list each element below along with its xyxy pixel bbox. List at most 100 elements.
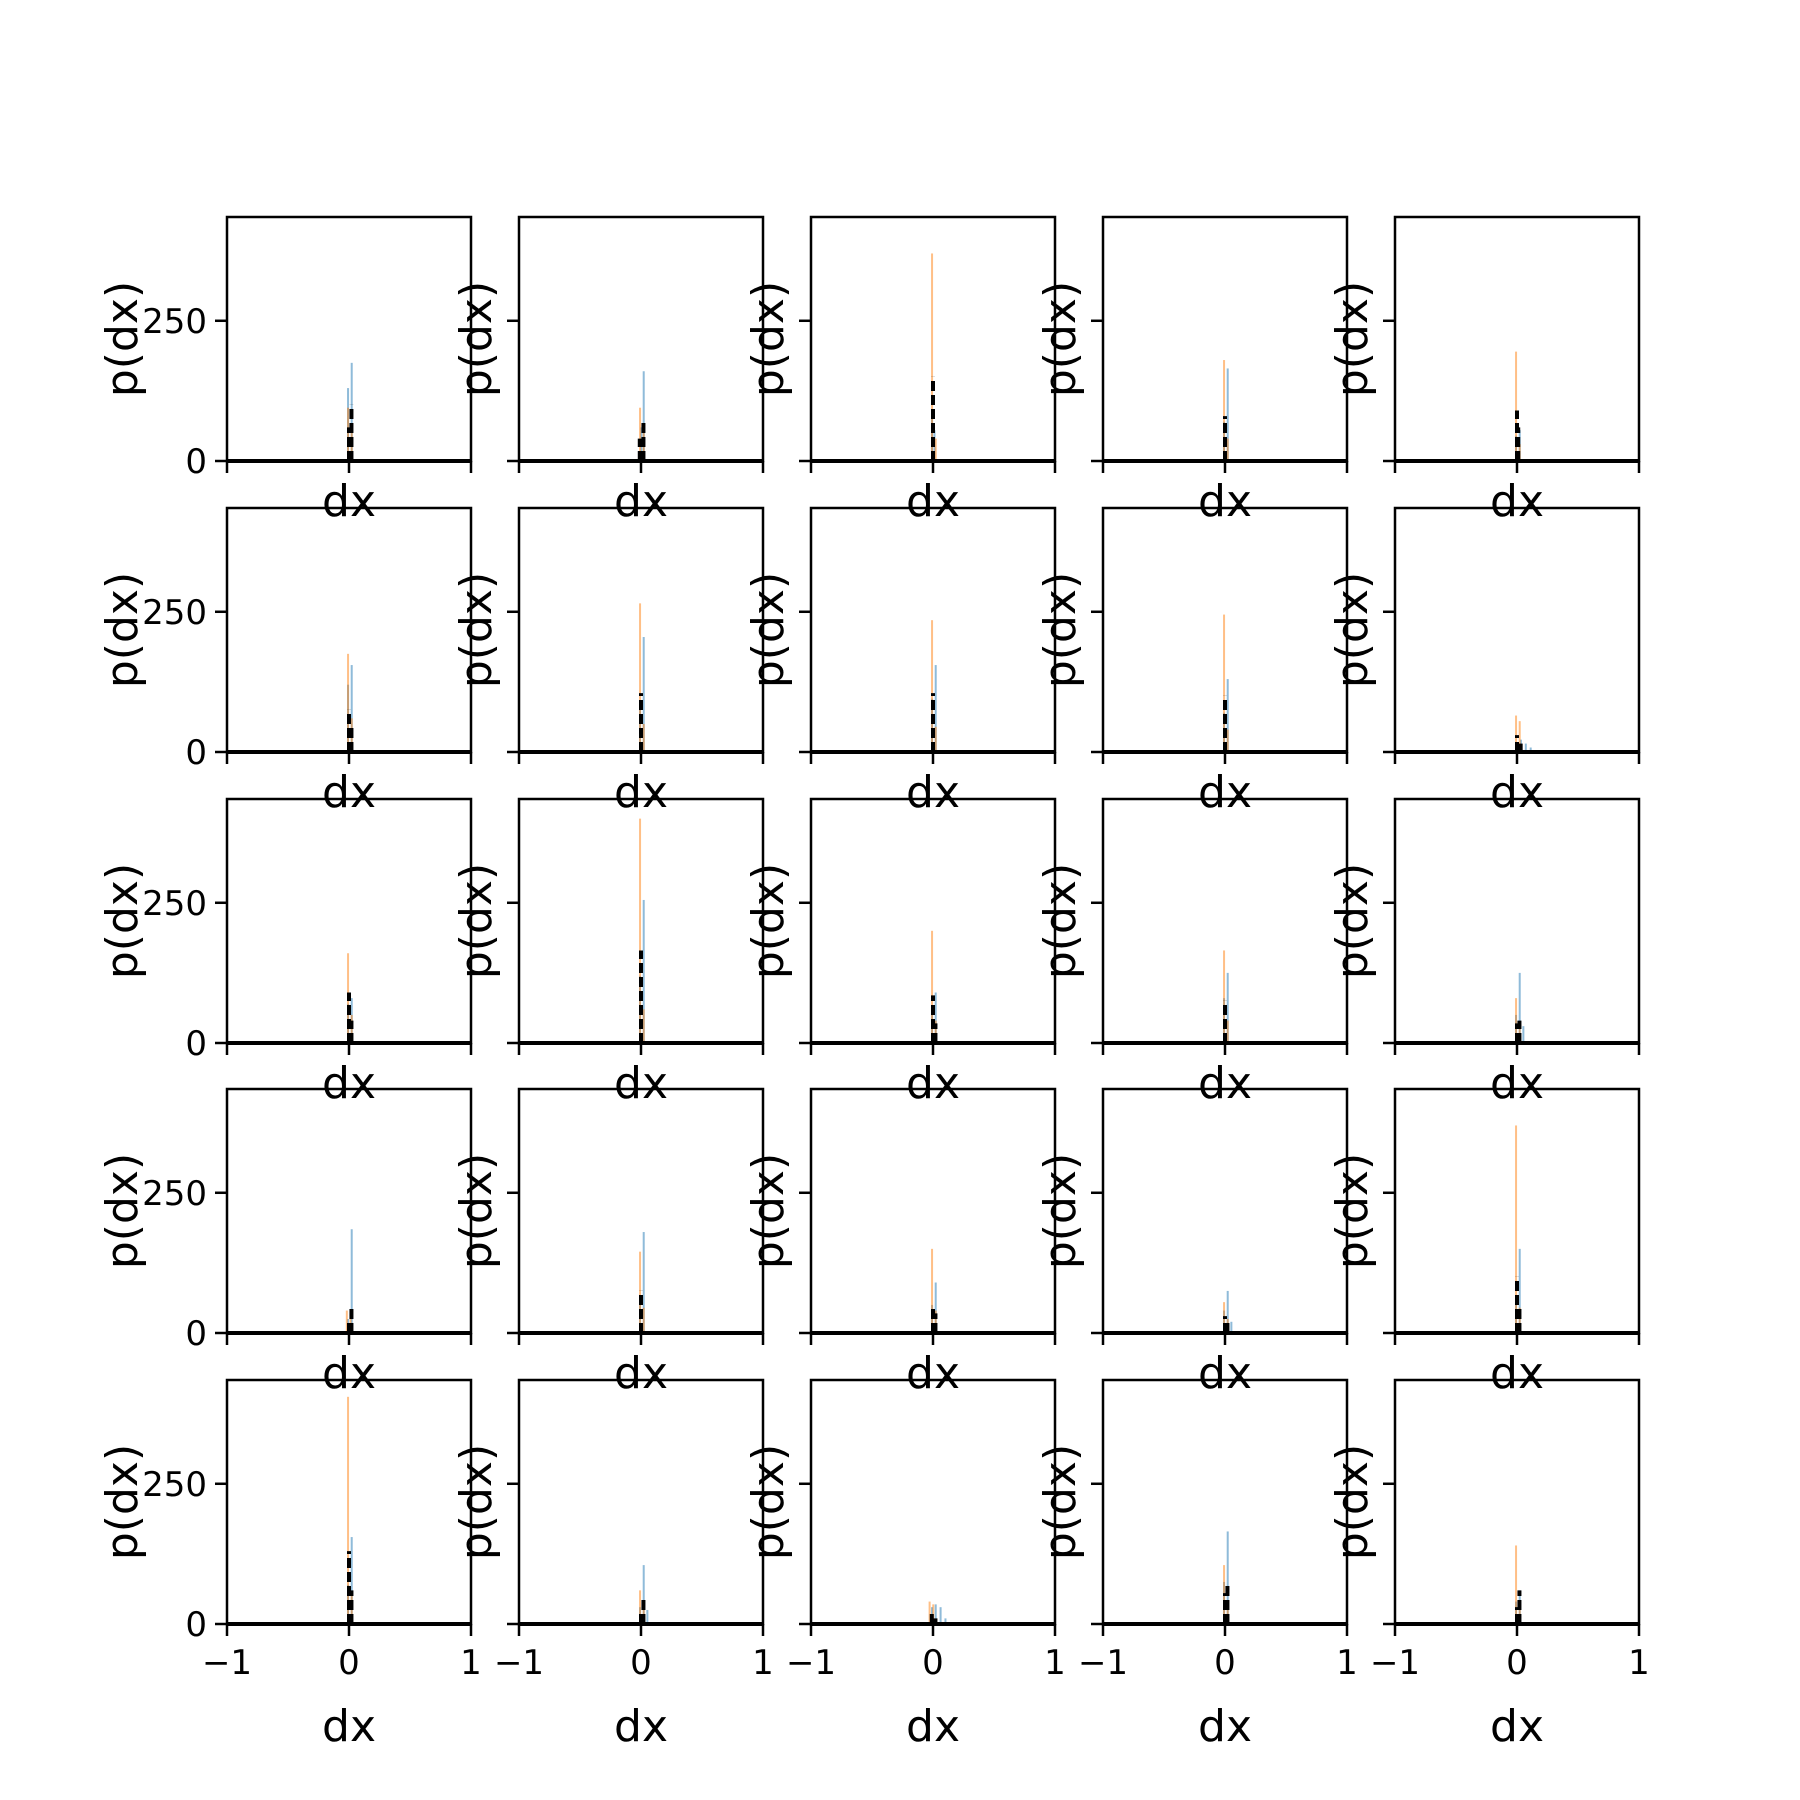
bar-blue-2	[1226, 679, 1229, 752]
x-tick-label: 0	[1214, 1643, 1236, 1683]
bar-orange-1	[1223, 360, 1226, 461]
x-tick-label: −1	[494, 1643, 544, 1683]
axes-frame	[1393, 506, 1641, 754]
bar-orange-1	[1515, 1125, 1518, 1333]
x-tick-label: −1	[786, 1643, 836, 1683]
axes-frame	[809, 1378, 1057, 1626]
x-tick-label: 0	[630, 1643, 652, 1683]
x-axis-label: dx	[614, 476, 668, 527]
y-axis-label: p(dx)	[97, 572, 148, 688]
y-axis-label: p(dx)	[1035, 281, 1086, 397]
bar-blue-2	[642, 1232, 645, 1333]
subplot-3-4: dx p(dx)	[1035, 797, 1349, 1109]
x-tick-label: −1	[202, 1643, 252, 1683]
y-axis-label: p(dx)	[97, 1444, 148, 1560]
y-axis-label: p(dx)	[743, 1444, 794, 1560]
bar-blue-2	[350, 1537, 353, 1624]
y-axis-label: p(dx)	[743, 863, 794, 979]
x-tick-label: 0	[922, 1643, 944, 1683]
x-axis-label: dx	[1490, 476, 1544, 527]
subplot-3-1: 0 250 dx p(dx)	[97, 797, 473, 1109]
y-axis-label: p(dx)	[1035, 572, 1086, 688]
bar-blue-3	[1529, 747, 1532, 752]
bar-orange-2	[934, 438, 937, 461]
axes-frame	[517, 1378, 765, 1626]
y-axis-label: p(dx)	[451, 281, 502, 397]
bar-blue-2	[350, 665, 353, 752]
bar-blue-2	[1226, 1290, 1229, 1333]
bar-blue-2	[642, 637, 645, 752]
bar-blue-2	[350, 1229, 353, 1333]
bar-orange-2	[934, 1020, 937, 1043]
bar-orange-1	[1223, 614, 1226, 752]
bar-orange-2	[1518, 721, 1521, 752]
x-axis-label: dx	[1198, 1701, 1252, 1752]
x-axis-label: dx	[906, 767, 960, 818]
subplot-1-5: dx p(dx)	[1327, 215, 1641, 527]
x-tick-label: 1	[1044, 1643, 1066, 1683]
bar-blue-3	[646, 1609, 649, 1624]
bar-blue-3	[1522, 1026, 1525, 1043]
subplot-2-1: 0 250 dx p(dx)	[97, 506, 473, 818]
bar-blue-2	[1226, 1531, 1229, 1624]
bar-blue-2	[934, 1282, 937, 1333]
subplot-1-3: dx p(dx)	[743, 215, 1057, 527]
bar-orange-1	[347, 653, 350, 752]
bar-orange-2	[934, 1310, 937, 1333]
bar-orange-2	[934, 726, 937, 752]
bar-orange-2	[1518, 1307, 1521, 1333]
bar-orange-1	[1515, 351, 1518, 461]
y-axis-label: p(dx)	[1035, 1153, 1086, 1269]
x-tick-label: 1	[752, 1643, 774, 1683]
bar-blue-4	[944, 1618, 947, 1624]
subplot-4-2: dx p(dx)	[451, 1087, 765, 1399]
y-tick-label: 250	[142, 1465, 207, 1505]
bar-orange-1	[345, 1310, 348, 1333]
bar-orange-1	[639, 1590, 642, 1624]
subplot-4-1: 0 250 dx p(dx)	[97, 1087, 473, 1399]
x-tick-label: −1	[1370, 1643, 1420, 1683]
bar-orange-1	[639, 603, 642, 752]
y-axis-label: p(dx)	[743, 281, 794, 397]
bar-blue-2	[642, 371, 645, 461]
y-axis-label: p(dx)	[97, 863, 148, 979]
x-axis-label: dx	[1490, 1348, 1544, 1399]
bar-orange-1	[931, 930, 934, 1043]
subplot-3-5: dx p(dx)	[1327, 797, 1641, 1109]
bar-orange-1	[1515, 715, 1518, 752]
bar-orange-2	[642, 1307, 645, 1333]
bar-blue-2	[1226, 368, 1229, 461]
subplot-1-1: 0 250 dx p(dx)	[97, 215, 473, 527]
bar-orange-1	[928, 1601, 931, 1624]
y-tick-label: 250	[142, 593, 207, 633]
x-axis-label: dx	[906, 476, 960, 527]
x-axis-label: dx	[1198, 1058, 1252, 1109]
bar-blue-2	[934, 992, 937, 1043]
subplot-2-4: dx p(dx)	[1035, 506, 1349, 818]
x-axis-label: dx	[614, 767, 668, 818]
y-axis-label: p(dx)	[1327, 1444, 1378, 1560]
subplot-2-3: dx p(dx)	[743, 506, 1057, 818]
y-axis-label: p(dx)	[451, 572, 502, 688]
bar-blue-2	[1226, 972, 1229, 1043]
y-tick-label: 250	[142, 302, 207, 342]
axes-frame	[1101, 1087, 1349, 1335]
bar-blue-3	[1230, 1321, 1233, 1333]
y-tick-label: 0	[185, 733, 207, 773]
subplot-5-5: −1 0 1 dx p(dx)	[1327, 1378, 1650, 1752]
bar-orange-1	[1515, 1545, 1518, 1624]
bar-blue-2	[1518, 972, 1521, 1043]
subplot-2-5: dx p(dx)	[1327, 506, 1641, 818]
x-axis-label: dx	[322, 1348, 376, 1399]
bar-blue-2	[934, 665, 937, 752]
bar-orange-1	[347, 1396, 350, 1624]
y-axis-label: p(dx)	[1327, 281, 1378, 397]
bar-orange-1	[1515, 998, 1518, 1043]
y-tick-label: 0	[185, 442, 207, 482]
subplot-5-2: −1 0 1 dx p(dx)	[451, 1378, 774, 1752]
subplot-2-2: dx p(dx)	[451, 506, 765, 818]
x-axis-label: dx	[906, 1058, 960, 1109]
bar-orange-1	[931, 1248, 934, 1333]
